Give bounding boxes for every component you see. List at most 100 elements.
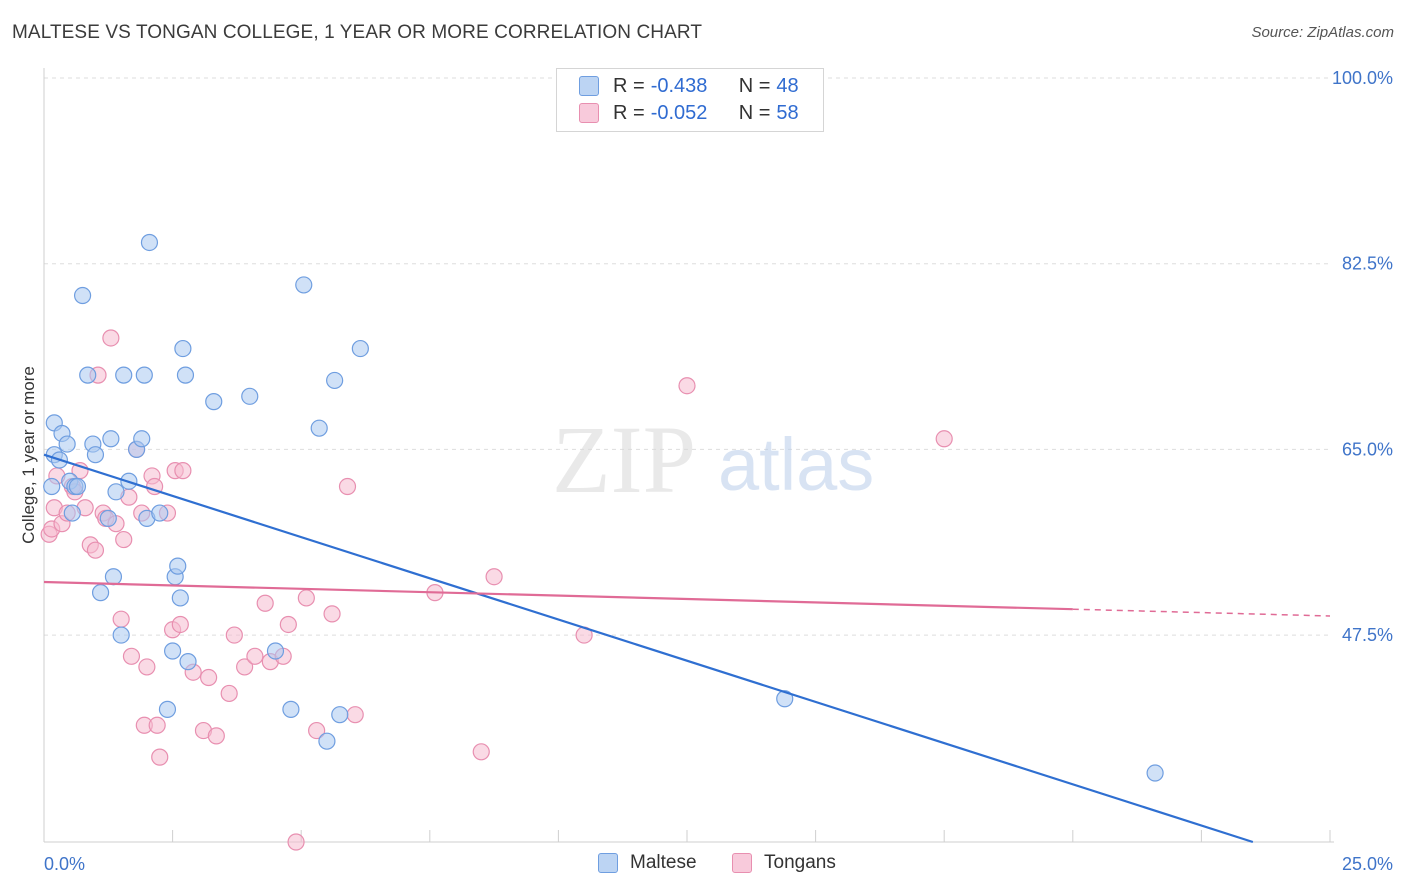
maltese-point	[351, 339, 369, 358]
tongans-point	[102, 329, 120, 347]
maltese-point	[179, 653, 197, 671]
maltese-point	[158, 700, 177, 718]
tongans-point	[122, 647, 141, 665]
maltese-point	[135, 366, 153, 384]
y-axis-label: College, 1 year or more	[19, 366, 38, 544]
maltese-point	[1146, 764, 1164, 782]
maltese-point	[205, 393, 223, 411]
maltese-point	[115, 366, 133, 384]
tongans-point	[246, 647, 264, 665]
tongans-r-value: -0.052	[650, 101, 708, 124]
bottom-tongans-label: Tongans	[764, 852, 836, 873]
tongans-point	[256, 594, 274, 612]
maltese-series	[43, 233, 1164, 782]
tongans-point	[935, 430, 953, 448]
legend-row-tongans: R = -0.052 N = 58	[579, 100, 799, 126]
y-tick-label: 65.0%	[1342, 439, 1393, 459]
maltese-point	[73, 286, 92, 305]
tongans-point	[112, 610, 130, 628]
tongans-point	[338, 477, 357, 496]
maltese-point	[140, 233, 159, 252]
maltese-point	[331, 706, 349, 724]
tongans-swatch	[579, 103, 599, 123]
bottom-tongans-swatch	[732, 853, 752, 873]
maltese-point	[102, 430, 120, 448]
maltese-point	[326, 371, 344, 390]
maltese-point	[318, 732, 336, 750]
maltese-point	[58, 435, 76, 453]
maltese-point	[43, 477, 61, 496]
bottom-legend-maltese: Maltese	[598, 852, 697, 874]
x-tick-label-max: 25.0%	[1342, 854, 1393, 874]
maltese-point	[164, 642, 182, 660]
maltese-point	[63, 504, 81, 522]
maltese-point	[107, 483, 125, 501]
maltese-point	[776, 690, 794, 708]
tongans-point	[485, 568, 503, 586]
maltese-n-label: N =	[738, 74, 771, 97]
watermark-zip: ZIP	[552, 406, 696, 513]
tongans-point	[138, 658, 156, 676]
y-tick-label: 82.5%	[1342, 254, 1393, 274]
maltese-trend-line	[43, 453, 1254, 844]
tongans-point	[151, 748, 169, 766]
trend-lines	[43, 453, 1331, 844]
tongans-trend-line-extension	[1072, 608, 1331, 617]
maltese-point	[176, 366, 195, 384]
tongans-point	[678, 377, 696, 395]
tongans-point	[279, 615, 297, 634]
tongans-r-label: R =	[613, 101, 645, 124]
grid	[44, 77, 1330, 636]
maltese-point	[86, 446, 105, 464]
maltese-point	[171, 589, 189, 607]
tongans-point	[220, 684, 238, 703]
maltese-point	[174, 339, 192, 358]
maltese-point	[310, 419, 328, 437]
correlation-legend: R = -0.438 N = 48 R = -0.052 N = 58	[556, 68, 824, 132]
y-tick-labels: 100.0% 82.5% 65.0% 47.5%	[1332, 68, 1393, 645]
maltese-n-value: 48	[776, 74, 799, 97]
maltese-r-value: -0.438	[650, 74, 708, 97]
maltese-point	[295, 276, 313, 294]
maltese-point	[91, 584, 110, 602]
source-label: Source: ZipAtlas.com	[1251, 24, 1394, 41]
tongans-point	[86, 541, 105, 559]
tongans-trend-line	[43, 580, 1073, 611]
tongans-point	[323, 605, 341, 623]
maltese-point	[99, 509, 117, 527]
legend-row-maltese: R = -0.438 N = 48	[579, 73, 799, 99]
maltese-point	[79, 366, 97, 384]
tongans-point	[287, 833, 305, 851]
bottom-maltese-label: Maltese	[630, 852, 697, 873]
maltese-point	[104, 568, 123, 586]
bottom-maltese-swatch	[598, 853, 618, 873]
maltese-point	[282, 700, 300, 718]
tongans-point	[346, 706, 364, 724]
maltese-r-label: R =	[613, 74, 645, 97]
tongans-n-value: 58	[776, 101, 799, 124]
maltese-point	[133, 430, 151, 448]
chart-title: MALTESE VS TONGAN COLLEGE, 1 YEAR OR MOR…	[12, 22, 703, 43]
maltese-point	[266, 642, 285, 660]
y-tick-label: 100.0%	[1332, 68, 1393, 88]
tongans-point	[148, 716, 166, 734]
tongans-point	[171, 615, 189, 634]
tongans-point	[308, 721, 326, 740]
maltese-point	[151, 504, 169, 522]
tongans-point	[472, 743, 490, 761]
maltese-point	[169, 557, 187, 575]
maltese-swatch	[579, 76, 599, 96]
tongans-point	[207, 727, 225, 745]
tongans-point	[115, 530, 133, 549]
tongans-point	[200, 668, 218, 687]
bottom-legend-tongans: Tongans	[732, 852, 836, 874]
maltese-point	[112, 626, 130, 644]
watermark: ZIP atlas	[552, 406, 874, 513]
y-tick-label: 47.5%	[1342, 625, 1393, 645]
maltese-point	[241, 387, 259, 405]
watermark-atlas: atlas	[718, 423, 874, 506]
maltese-point	[68, 477, 87, 496]
x-tick-label-min: 0.0%	[44, 854, 85, 874]
tongans-point	[297, 589, 315, 607]
